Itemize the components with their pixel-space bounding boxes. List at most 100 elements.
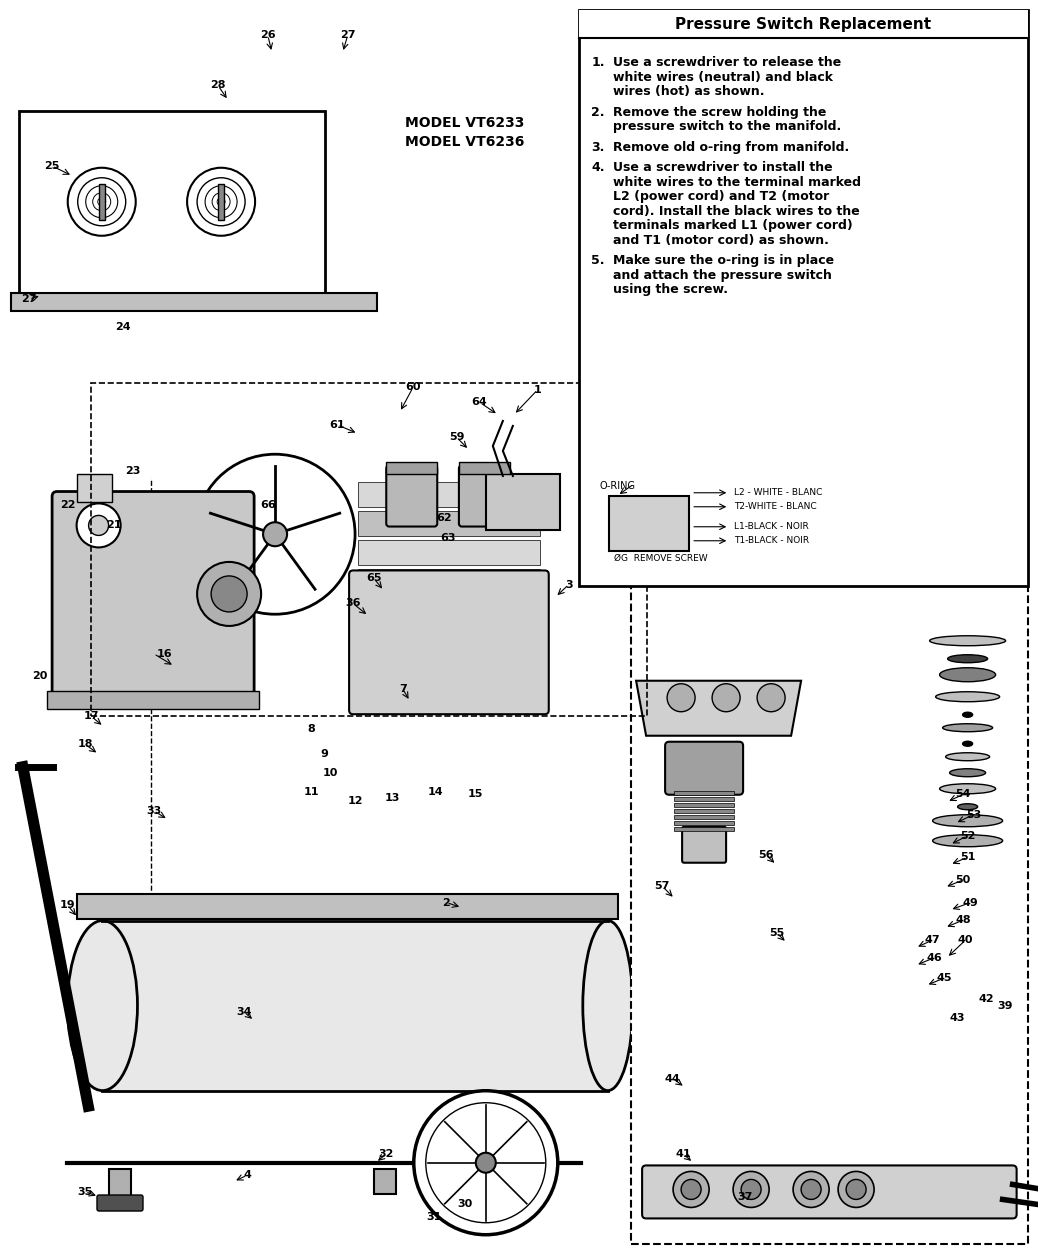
Text: 42: 42 (978, 994, 994, 1004)
Bar (459, 461, 510, 474)
Text: Remove the screw holding the: Remove the screw holding the (613, 106, 826, 118)
Bar (674, 815, 734, 818)
Text: 22: 22 (60, 500, 75, 510)
Text: 51: 51 (960, 852, 975, 862)
Circle shape (195, 454, 355, 615)
Text: 55: 55 (769, 928, 784, 938)
Text: 27: 27 (340, 30, 355, 40)
Text: 61: 61 (329, 420, 346, 430)
Text: terminals marked L1 (power cord): terminals marked L1 (power cord) (613, 219, 853, 233)
FancyBboxPatch shape (97, 1195, 143, 1210)
Circle shape (667, 684, 695, 711)
Bar (77, 474, 112, 502)
Text: 43: 43 (950, 1013, 964, 1023)
Text: 31: 31 (427, 1212, 441, 1222)
Text: L2 (power cord) and T2 (motor: L2 (power cord) and T2 (motor (613, 190, 829, 204)
Text: 63: 63 (441, 533, 456, 543)
FancyBboxPatch shape (349, 571, 549, 714)
Circle shape (414, 1091, 557, 1234)
Circle shape (757, 684, 785, 711)
Text: MODEL VT6233
MODEL VT6236: MODEL VT6233 MODEL VT6236 (405, 116, 524, 150)
Bar (47, 691, 260, 709)
Circle shape (733, 1172, 769, 1208)
Text: white wires to the terminal marked: white wires to the terminal marked (613, 176, 862, 189)
Circle shape (846, 1179, 866, 1199)
Text: 12: 12 (348, 796, 362, 806)
Circle shape (77, 503, 120, 548)
Ellipse shape (939, 667, 995, 681)
Bar (358, 541, 540, 564)
Text: 17: 17 (84, 711, 99, 722)
FancyBboxPatch shape (682, 827, 727, 862)
Text: 54: 54 (956, 789, 971, 799)
Text: 13: 13 (385, 793, 400, 803)
Bar (674, 827, 734, 831)
Ellipse shape (946, 753, 989, 760)
Circle shape (88, 515, 109, 535)
Ellipse shape (962, 713, 973, 718)
Text: 52: 52 (960, 831, 975, 841)
Text: 5.: 5. (592, 254, 605, 266)
Text: 48: 48 (955, 915, 972, 925)
Text: cord). Install the black wires to the: cord). Install the black wires to the (613, 205, 859, 217)
Text: 7: 7 (399, 684, 407, 694)
Bar (374, 1169, 395, 1194)
Text: 56: 56 (759, 850, 773, 860)
Text: wires (hot) as shown.: wires (hot) as shown. (613, 85, 765, 98)
Bar (358, 686, 540, 710)
Text: 18: 18 (78, 739, 92, 749)
Text: 23: 23 (126, 466, 140, 476)
Ellipse shape (935, 691, 1000, 701)
Bar (218, 184, 224, 220)
FancyBboxPatch shape (486, 474, 559, 530)
Text: pressure switch to the manifold.: pressure switch to the manifold. (613, 121, 842, 133)
FancyBboxPatch shape (665, 742, 743, 794)
Text: 33: 33 (146, 806, 161, 816)
Text: 53: 53 (966, 810, 981, 820)
Polygon shape (636, 681, 801, 735)
Bar (19, 111, 325, 293)
Text: 4: 4 (243, 1170, 251, 1180)
Text: 21: 21 (107, 520, 121, 530)
Text: T2-WHITE - BLANC: T2-WHITE - BLANC (734, 503, 817, 512)
Text: 8: 8 (307, 724, 316, 734)
Text: 25: 25 (45, 161, 59, 171)
Text: Use a screwdriver to release the: Use a screwdriver to release the (613, 57, 842, 69)
Text: 3: 3 (565, 579, 573, 590)
Circle shape (681, 1179, 701, 1199)
Text: 19: 19 (59, 900, 76, 910)
Circle shape (801, 1179, 821, 1199)
Text: and attach the pressure switch: and attach the pressure switch (613, 269, 832, 282)
Text: 44: 44 (664, 1073, 681, 1084)
Text: 11: 11 (304, 787, 319, 797)
Bar (674, 803, 734, 807)
Bar (358, 569, 540, 593)
Bar (674, 808, 734, 813)
Text: 15: 15 (468, 789, 483, 799)
Circle shape (793, 1172, 829, 1208)
Text: 26: 26 (260, 30, 276, 40)
Ellipse shape (930, 636, 1006, 646)
Text: 27: 27 (22, 294, 36, 304)
Bar (358, 627, 540, 652)
Circle shape (712, 684, 740, 711)
FancyBboxPatch shape (643, 1165, 1016, 1218)
Text: 30: 30 (458, 1199, 472, 1209)
Text: 65: 65 (366, 573, 381, 583)
Bar (674, 821, 734, 825)
Text: Pressure Switch Replacement: Pressure Switch Replacement (676, 16, 931, 31)
Text: 28: 28 (211, 80, 225, 91)
Bar (358, 598, 540, 623)
Text: Make sure the o-ring is in place: Make sure the o-ring is in place (613, 254, 835, 266)
Circle shape (211, 576, 247, 612)
Text: 2: 2 (442, 897, 450, 908)
Text: and T1 (motor cord) as shown.: and T1 (motor cord) as shown. (613, 234, 829, 246)
Ellipse shape (958, 803, 978, 810)
Text: T1-BLACK - NOIR: T1-BLACK - NOIR (734, 537, 810, 546)
FancyBboxPatch shape (459, 465, 510, 527)
Bar (674, 797, 734, 801)
Circle shape (838, 1172, 874, 1208)
Ellipse shape (932, 815, 1003, 827)
Text: 3.: 3. (592, 141, 604, 153)
Text: 32: 32 (379, 1149, 393, 1159)
